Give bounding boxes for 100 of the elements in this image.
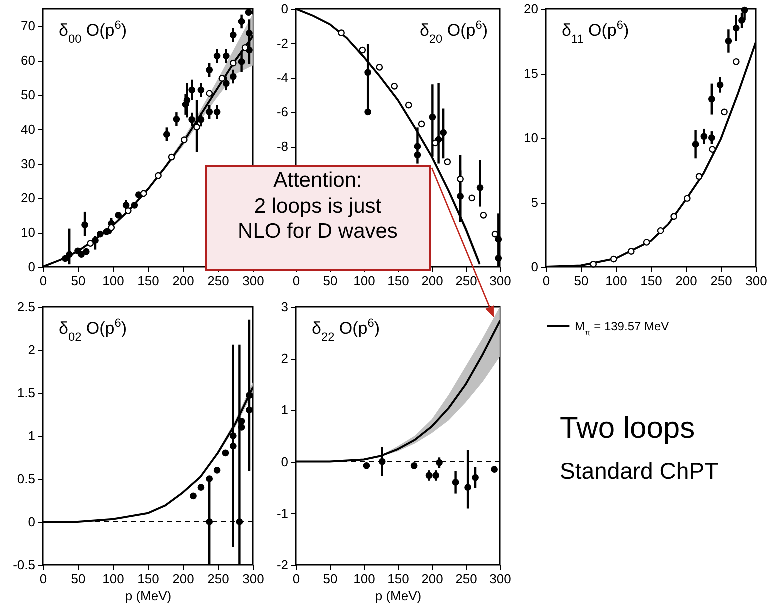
y-tick-label: 0 [281,2,288,16]
y-tick-label: -2 [276,36,288,51]
point [440,129,447,136]
point [188,116,196,124]
x-tick-label: 150 [640,274,662,288]
point [472,474,479,482]
point [122,202,130,209]
y-tick-label: 1 [281,402,288,418]
x-tick-label: 0 [40,274,48,288]
y-tick-label: -6 [276,104,288,120]
x-tick-label: 100 [354,572,376,586]
point [464,484,472,492]
point [62,255,69,262]
point [66,251,74,258]
y-tick-label: -2 [276,558,288,572]
x-tick-label: 150 [138,572,160,586]
y-tick-label: 3 [281,300,288,314]
y-tick-label: 2 [28,342,36,358]
point [206,476,214,482]
point [206,90,214,98]
point [115,212,122,219]
point [214,466,221,474]
y-tick-label: 1 [28,428,36,444]
point [429,114,436,121]
point [721,108,728,116]
point [452,479,460,486]
text: Standard ChPT [560,458,719,485]
point [230,442,237,450]
point [190,492,197,500]
legend-label: M$_{π}$ = 139.57 MeV [575,320,670,338]
y-tick-label: 2.5 [17,300,36,314]
x-tick-label: 250 [208,274,230,288]
point [426,472,433,480]
point [198,86,205,94]
point [238,418,246,425]
x-tick-label: 0 [292,572,300,586]
point [468,194,476,202]
y-tick-label: 10 [524,130,538,146]
point [214,108,221,116]
text: δ$_{20}$ O(p$^{6}$) [420,18,488,46]
point [359,46,366,54]
point [222,80,230,88]
point [476,184,484,192]
point [376,64,384,71]
point [696,173,703,180]
point [670,213,678,220]
x-tick-label: 250 [710,274,732,288]
point [222,450,230,457]
point [198,116,205,124]
point [184,97,191,104]
text: Two loops [560,412,696,446]
y-tick-label: 40 [21,122,36,137]
point [238,18,246,26]
point [414,152,422,159]
point [238,424,246,431]
point [732,58,740,66]
point [378,458,386,466]
x-tick-label: 100 [354,274,376,288]
x-tick-label: 100 [102,274,124,288]
point [214,52,221,60]
point [732,24,740,32]
y-tick-label: 10 [21,225,36,240]
x-tick-label: 150 [138,274,160,288]
point [87,240,94,248]
y-tick-label: 2 [281,351,288,366]
point [364,108,372,116]
y-tick-label: -1 [276,506,288,521]
point [708,134,716,142]
x-tick-label: 50 [323,274,338,288]
point [709,146,716,154]
x-tick-label: 200 [172,572,194,586]
point [168,154,176,161]
point [222,52,230,60]
x-tick-label: 50 [323,572,338,586]
text: δ$_{11}$ O(p$^{6}$) [562,18,630,46]
point [246,30,253,37]
x-axis-title: p (MeV) [375,588,422,604]
point [491,466,498,473]
y-tick-label: 15 [524,66,538,81]
x-tick-label: 200 [676,274,698,288]
y-tick-label: 70 [21,18,36,34]
point [206,518,214,526]
point [131,202,138,209]
text: δ$_{00}$ O(p$^{6}$) [59,18,128,46]
point [246,392,253,399]
x-tick-label: 50 [71,572,86,586]
y-tick-label: 20 [21,190,36,206]
point [391,82,398,90]
point [684,195,691,202]
point [405,102,412,109]
point [82,222,88,228]
x-tick-label: 250 [456,274,478,288]
point [692,141,700,148]
x-tick-label: 0 [292,274,300,288]
point [230,73,237,80]
point [155,172,162,180]
x-tick-label: 0 [40,572,48,586]
point [495,236,502,243]
point [246,406,253,414]
point [206,66,214,74]
